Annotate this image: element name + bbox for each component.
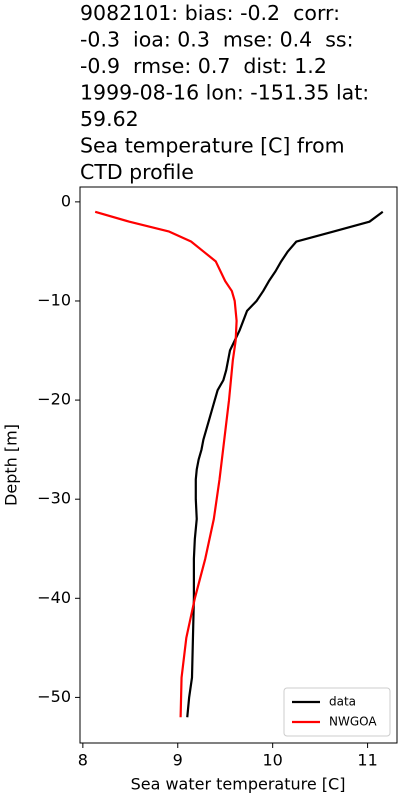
chart-title: CTD profile <box>80 160 194 184</box>
legend-label: data <box>329 695 356 709</box>
x-tick-label: 10 <box>262 751 282 770</box>
chart-title: -0.9 rmse: 0.7 dist: 1.2 <box>80 54 327 78</box>
x-tick-label: 8 <box>78 751 88 770</box>
y-tick-label: −20 <box>37 390 71 409</box>
chart-title: 59.62 <box>80 107 139 131</box>
y-tick-label: −10 <box>37 290 71 309</box>
legend-box <box>283 687 391 737</box>
chart-title: 9082101: bias: -0.2 corr: <box>80 1 340 25</box>
data-line <box>186 210 384 718</box>
y-tick-label: 0 <box>61 191 71 210</box>
chart-title: 1999-08-16 lon: -151.35 lat: <box>80 81 369 105</box>
y-axis-label: Depth [m] <box>2 424 21 506</box>
plot-frame <box>79 186 398 744</box>
legend-label: NWGOA <box>329 715 377 729</box>
y-tick-label: −30 <box>37 489 71 508</box>
data-line <box>94 210 238 718</box>
chart-title: -0.3 ioa: 0.3 mse: 0.4 ss: <box>80 28 353 52</box>
chart-title: Sea temperature [C] from <box>80 134 345 158</box>
y-tick-label: −40 <box>37 588 71 607</box>
x-tick-label: 9 <box>173 751 183 770</box>
title-block: 9082101: bias: -0.2 corr: -0.3 ioa: 0.3 m… <box>80 1 369 184</box>
x-axis-label: Sea water temperature [C] <box>131 775 346 794</box>
x-tick-label: 11 <box>357 751 377 770</box>
y-tick-label: −50 <box>37 687 71 706</box>
legend: data NWGOA <box>283 687 391 737</box>
